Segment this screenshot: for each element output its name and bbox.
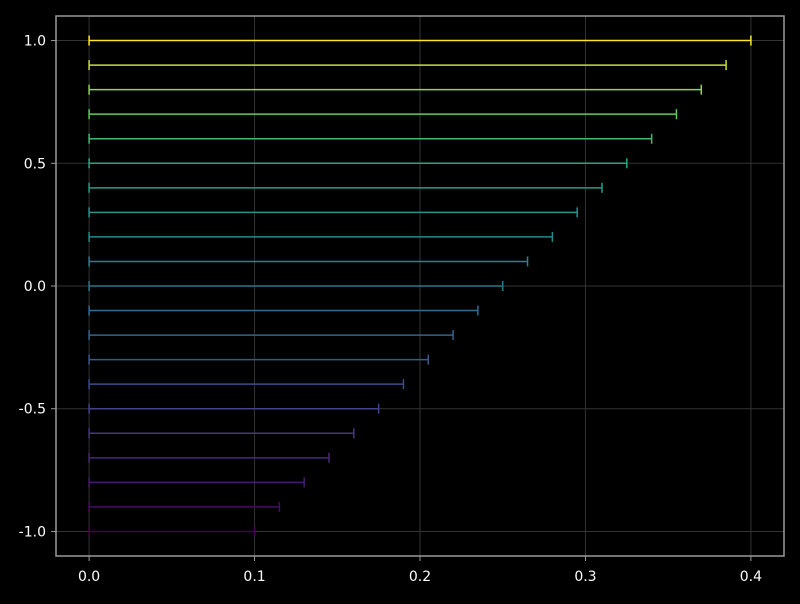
x-tick-label: 0.0 xyxy=(78,569,100,585)
error-bar xyxy=(88,158,628,169)
error-bar xyxy=(88,281,504,291)
y-tick-label: -0.5 xyxy=(19,402,46,418)
error-bar xyxy=(88,501,281,512)
y-tick-label: -1.0 xyxy=(19,524,46,540)
x-tick-label: 0.4 xyxy=(740,569,762,585)
y-tick-label: 1.0 xyxy=(24,34,46,50)
error-bar xyxy=(88,231,554,242)
error-bar xyxy=(88,133,653,144)
error-bar xyxy=(88,354,430,365)
error-bar xyxy=(88,305,479,316)
error-bar xyxy=(88,330,454,341)
error-bar xyxy=(88,428,355,439)
y-axis-ticks: -1.0 -0.5 0.0 0.5 1.0 xyxy=(19,34,56,540)
x-tick-label: 0.2 xyxy=(409,569,431,585)
error-bars xyxy=(88,35,752,537)
error-bar xyxy=(88,256,529,267)
error-bar xyxy=(88,452,330,463)
x-axis-ticks: 0.0 0.1 0.2 0.3 0.4 xyxy=(78,556,762,585)
y-tick-label: 0.5 xyxy=(24,156,46,172)
y-tick-label: 0.0 xyxy=(24,279,46,295)
error-bar xyxy=(88,477,305,488)
error-bar xyxy=(88,207,578,218)
error-bar xyxy=(88,84,703,95)
error-bar xyxy=(88,109,678,120)
error-bar xyxy=(88,35,752,46)
error-bar xyxy=(88,379,405,390)
error-bar xyxy=(88,60,727,71)
error-bar xyxy=(88,403,380,414)
error-bar xyxy=(88,182,603,193)
x-tick-label: 0.3 xyxy=(574,569,596,585)
x-tick-label: 0.1 xyxy=(243,569,265,585)
error-bar xyxy=(88,526,256,537)
